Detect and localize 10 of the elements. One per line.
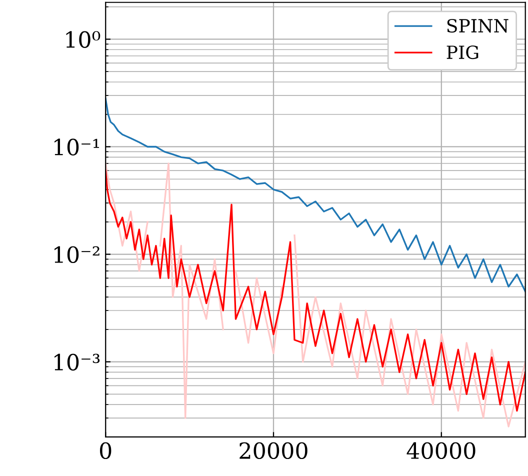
y-tick-label: 10⁰ xyxy=(66,31,100,48)
y-tick-label: 10⁻³ xyxy=(54,354,100,371)
line-series xyxy=(106,98,526,292)
x-tick-label: 20000 xyxy=(240,442,308,460)
legend-label: SPINN xyxy=(447,18,508,33)
y-tick-label: 10⁻² xyxy=(54,246,100,264)
legend-label: PIG xyxy=(446,45,478,60)
x-tick-label: 0 xyxy=(100,442,112,460)
y-tick-label: 10⁻¹ xyxy=(54,138,100,156)
x-tick-label: 40000 xyxy=(406,442,476,460)
